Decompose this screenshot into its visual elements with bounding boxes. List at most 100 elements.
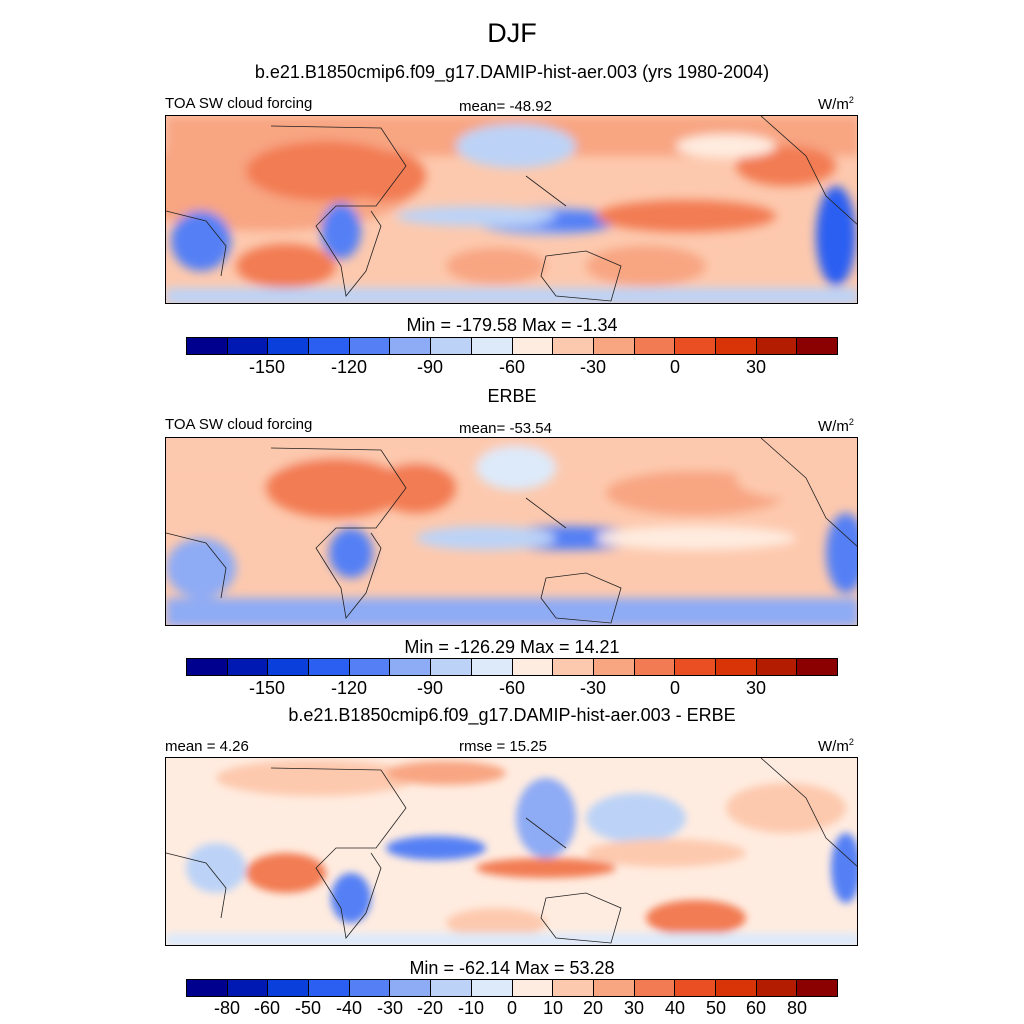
panel-1-tick: -150 <box>248 357 286 377</box>
panel-3-colorbar-ticks: -80 -60 -50 -40 -30 -20 -10 0 10 20 30 4… <box>0 998 1024 1020</box>
colorbar-segment <box>349 659 391 675</box>
panel-2-title: ERBE <box>487 386 537 406</box>
colorbar-segment <box>268 338 310 354</box>
panel-3-tick: -40 <box>335 998 363 1018</box>
panel-2-tick: -60 <box>498 678 526 698</box>
colorbar-segment <box>797 659 837 675</box>
colorbar-segment <box>593 659 635 675</box>
panel-3-map-field <box>166 758 857 945</box>
colorbar-segment <box>349 338 391 354</box>
panel-3-tick: 80 <box>786 998 808 1018</box>
panel-1-tick: 30 <box>745 357 767 377</box>
panel-3-colorbar <box>186 979 838 997</box>
panel-2-tick: 0 <box>669 678 681 698</box>
panel-2-tick: -150 <box>248 678 286 698</box>
panel-3-rmse-label: rmse = 15.25 <box>459 738 547 755</box>
panel-2-mean-label: mean= -53.54 <box>459 420 552 437</box>
colorbar-segment <box>309 980 350 996</box>
colorbar-segment <box>512 659 554 675</box>
panel-2-tick: 30 <box>745 678 767 698</box>
colorbar-segment <box>471 659 513 675</box>
colorbar-segment <box>553 659 594 675</box>
colorbar-segment <box>227 980 269 996</box>
colorbar-segment <box>756 659 798 675</box>
panel-3-tick: -80 <box>213 998 241 1018</box>
panel-2-tick: -90 <box>416 678 444 698</box>
colorbar-segment <box>349 980 391 996</box>
panel-3-tick: 60 <box>745 998 767 1018</box>
colorbar-segment <box>634 338 676 354</box>
colorbar-segment <box>634 659 676 675</box>
colorbar-segment <box>431 980 472 996</box>
colorbar-segment <box>593 980 635 996</box>
panel-3-mean-label: mean = 4.26 <box>165 738 249 755</box>
panel-2-colorbar-ticks: -150 -120 -90 -60 -30 0 30 <box>0 678 1024 700</box>
panel-1-tick: -30 <box>579 357 607 377</box>
colorbar-segment <box>512 338 554 354</box>
colorbar-segment <box>431 338 472 354</box>
colorbar-segment <box>471 338 513 354</box>
panel-2-units-label: W/m2 <box>818 417 854 436</box>
colorbar-segment <box>553 980 594 996</box>
panel-1-tick: -60 <box>498 357 526 377</box>
colorbar-segment <box>593 338 635 354</box>
figure-title: DJF <box>487 18 537 48</box>
panel-1-stats: Min = -179.58 Max = -1.34 <box>406 315 618 335</box>
colorbar-segment <box>715 659 757 675</box>
colorbar-segment <box>390 980 432 996</box>
colorbar-segment <box>715 980 757 996</box>
colorbar-segment <box>756 338 798 354</box>
colorbar-segment <box>797 338 837 354</box>
panel-1-map <box>165 115 858 304</box>
colorbar-segment <box>797 980 837 996</box>
colorbar-segment <box>309 338 350 354</box>
colorbar-segment <box>512 980 554 996</box>
colorbar-segment <box>471 980 513 996</box>
panel-2-variable-label: TOA SW cloud forcing <box>165 416 313 433</box>
panel-3-tick: 50 <box>705 998 727 1018</box>
panel-3-tick: 10 <box>542 998 564 1018</box>
colorbar-segment <box>634 980 676 996</box>
panel-3-tick: 0 <box>506 998 518 1018</box>
panel-2-colorbar <box>186 658 838 676</box>
panel-2-map <box>165 437 858 626</box>
colorbar-segment <box>268 980 310 996</box>
panel-3-tick: -10 <box>457 998 485 1018</box>
panel-3-units-label: W/m2 <box>818 737 854 756</box>
panel-3-tick: 40 <box>664 998 686 1018</box>
panel-1-title: b.e21.B1850cmip6.f09_g17.DAMIP-hist-aer.… <box>254 62 770 82</box>
panel-3-tick: -30 <box>376 998 404 1018</box>
colorbar-segment <box>309 659 350 675</box>
panel-3-tick: 30 <box>623 998 645 1018</box>
colorbar-segment <box>227 659 269 675</box>
panel-3-tick: -20 <box>416 998 444 1018</box>
colorbar-segment <box>390 659 432 675</box>
panel-1-variable-label: TOA SW cloud forcing <box>165 95 313 112</box>
panel-3-title: b.e21.B1850cmip6.f09_g17.DAMIP-hist-aer.… <box>288 705 736 725</box>
panel-2-stats: Min = -126.29 Max = 14.21 <box>404 637 620 657</box>
panel-2-tick: -120 <box>330 678 368 698</box>
colorbar-segment <box>715 338 757 354</box>
panel-1-tick: -120 <box>330 357 368 377</box>
panel-3-tick: 20 <box>582 998 604 1018</box>
colorbar-segment <box>431 659 472 675</box>
panel-3-map <box>165 757 858 946</box>
panel-1-units-label: W/m2 <box>818 95 854 114</box>
colorbar-segment <box>187 659 228 675</box>
colorbar-segment <box>756 980 798 996</box>
colorbar-segment <box>187 338 228 354</box>
panel-1-map-field <box>166 116 857 303</box>
colorbar-segment <box>268 659 310 675</box>
colorbar-segment <box>675 659 716 675</box>
panel-1-tick: -90 <box>416 357 444 377</box>
colorbar-segment <box>675 338 716 354</box>
panel-1-colorbar <box>186 337 838 355</box>
colorbar-segment <box>390 338 432 354</box>
colorbar-segment <box>553 338 594 354</box>
panel-3-tick: -50 <box>294 998 322 1018</box>
colorbar-segment <box>187 980 228 996</box>
panel-1-colorbar-ticks: -150 -120 -90 -60 -30 0 30 <box>0 357 1024 379</box>
panel-2-map-field <box>166 438 857 625</box>
panel-3-tick: -60 <box>253 998 281 1018</box>
colorbar-segment <box>227 338 269 354</box>
